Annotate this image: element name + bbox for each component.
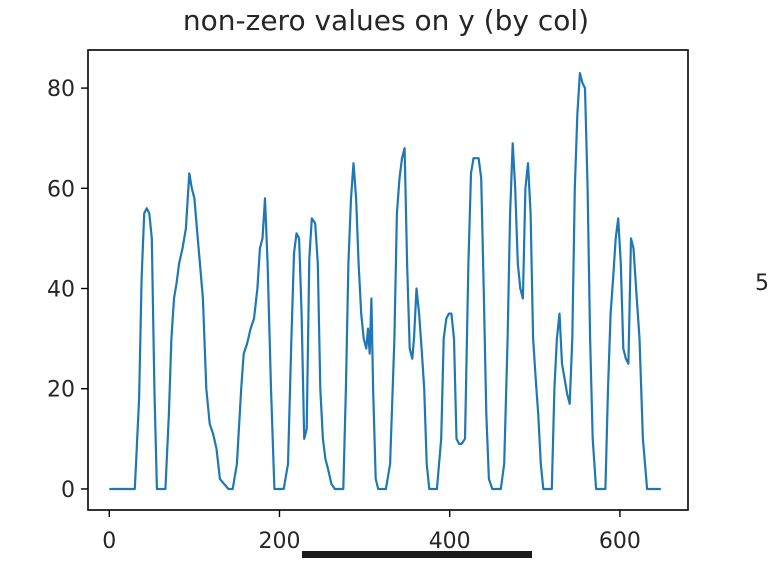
x-tick-label: 200 [258,529,300,554]
y-tick-label: 60 [47,177,75,202]
series-line-0 [109,71,661,491]
x-tick-label: 0 [102,529,116,554]
x-tick-label: 600 [599,529,641,554]
y-tick-label: 40 [47,278,75,303]
y-tick-label: 80 [47,77,75,102]
axes-frame [87,49,689,511]
chart-title: non-zero values on y (by col) [183,4,589,37]
y-tick-label: 20 [47,378,75,403]
plot-area [109,71,661,491]
x-axis-ticks: 0 200 400 600 [102,510,641,554]
y-tick-label: 0 [61,478,75,503]
clipped-tick-label: 5 [755,271,768,296]
x-tick-label: 400 [429,529,471,554]
bottom-dark-bar [302,551,532,558]
y-axis-ticks: 0 20 40 60 80 [47,77,88,503]
